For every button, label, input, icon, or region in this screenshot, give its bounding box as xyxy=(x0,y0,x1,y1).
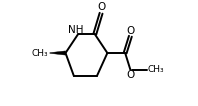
Text: CH₃: CH₃ xyxy=(32,49,49,57)
Text: NH: NH xyxy=(68,25,83,35)
Text: O: O xyxy=(127,70,135,80)
Polygon shape xyxy=(50,51,66,55)
Text: O: O xyxy=(127,26,135,36)
Text: CH₃: CH₃ xyxy=(148,65,164,74)
Text: O: O xyxy=(97,3,105,13)
